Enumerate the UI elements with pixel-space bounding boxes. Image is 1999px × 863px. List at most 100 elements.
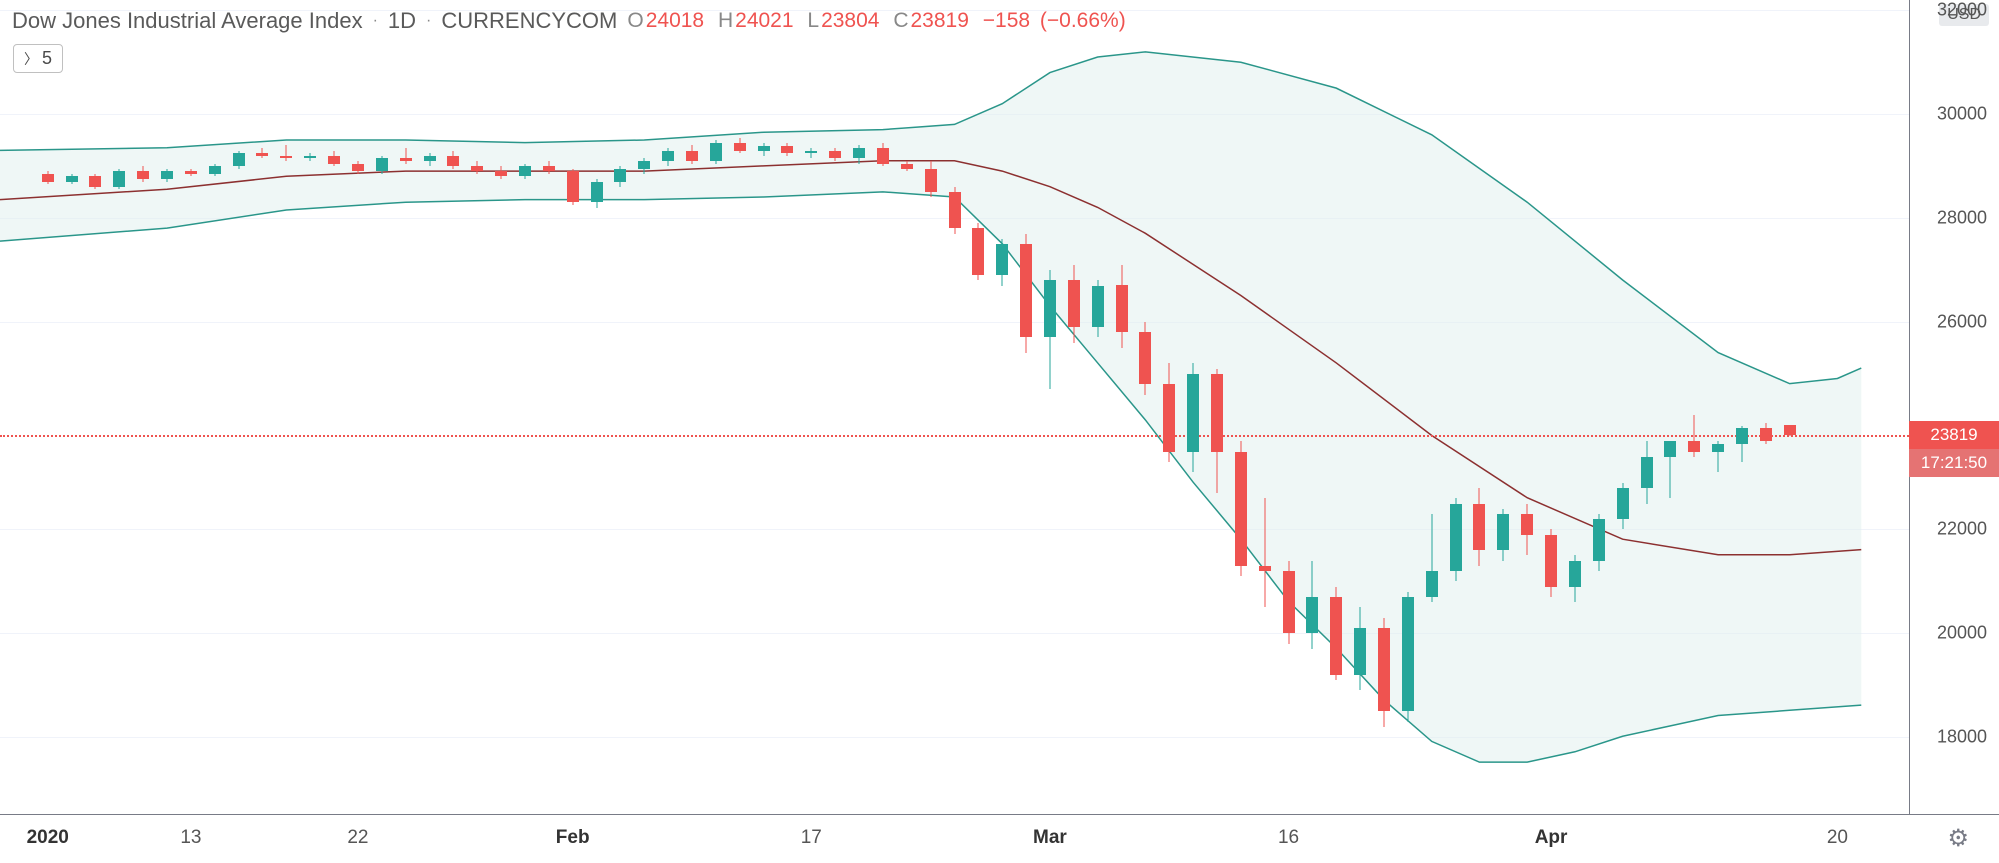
candle xyxy=(686,145,698,163)
candle xyxy=(925,161,937,197)
candle xyxy=(1020,234,1032,353)
x-axis-tick-label: Feb xyxy=(556,827,590,849)
candle xyxy=(996,239,1008,286)
y-axis-tick-label: 22000 xyxy=(1937,519,1987,540)
candle xyxy=(1092,280,1104,337)
gear-icon[interactable]: ⚙ xyxy=(1947,824,1969,853)
candle xyxy=(1688,415,1700,457)
candle xyxy=(328,151,340,167)
candle xyxy=(113,169,125,190)
candle xyxy=(1259,498,1271,607)
y-axis-tick-label: 32000 xyxy=(1937,0,1987,21)
candle xyxy=(1473,488,1485,566)
candle xyxy=(1569,555,1581,602)
candle xyxy=(1306,561,1318,649)
candle xyxy=(447,151,459,169)
separator-dot: · xyxy=(426,12,431,30)
x-axis-tick-label: Apr xyxy=(1535,827,1568,849)
x-axis-tick-label: 16 xyxy=(1278,827,1299,849)
candle xyxy=(1450,498,1462,581)
candle xyxy=(1163,363,1175,462)
candle xyxy=(949,187,961,234)
candle xyxy=(1521,504,1533,556)
candle xyxy=(424,153,436,166)
candle xyxy=(662,148,674,166)
y-axis-tick-label: 20000 xyxy=(1937,623,1987,644)
x-axis-tick-label: 20 xyxy=(1827,827,1848,849)
candle xyxy=(137,166,149,182)
candle xyxy=(1187,363,1199,472)
current-price-badge: 23819 xyxy=(1909,421,1999,449)
candle xyxy=(1139,322,1151,395)
candle xyxy=(519,164,531,180)
x-axis-tick-label: 17 xyxy=(801,827,822,849)
chart-header: Dow Jones Industrial Average Index · 1D … xyxy=(12,8,1126,34)
price-axis[interactable]: USD 180002000022000260002800030000320002… xyxy=(1909,0,1999,815)
candle xyxy=(89,174,101,190)
candle xyxy=(829,148,841,161)
candle xyxy=(1712,441,1724,472)
candle xyxy=(591,179,603,208)
y-axis-tick-label: 18000 xyxy=(1937,727,1987,748)
y-axis-tick-label: 26000 xyxy=(1937,311,1987,332)
candle xyxy=(972,223,984,280)
candle xyxy=(1593,514,1605,571)
candle xyxy=(1760,423,1772,444)
candle xyxy=(400,148,412,164)
candle xyxy=(185,169,197,177)
candle xyxy=(1497,509,1509,561)
y-axis-tick-label: 28000 xyxy=(1937,208,1987,229)
candle xyxy=(42,171,54,184)
candle xyxy=(1426,514,1438,602)
chart-container: Dow Jones Industrial Average Index · 1D … xyxy=(0,0,1999,863)
candle xyxy=(1402,592,1414,722)
candle xyxy=(1378,618,1390,727)
y-axis-tick-label: 30000 xyxy=(1937,104,1987,125)
candle xyxy=(1330,587,1342,680)
candle xyxy=(1044,270,1056,389)
candle xyxy=(567,169,579,205)
candle xyxy=(233,151,245,169)
candle xyxy=(1617,483,1629,530)
candle xyxy=(1068,265,1080,343)
candle xyxy=(877,143,889,166)
candle xyxy=(805,148,817,158)
candle xyxy=(1211,369,1223,494)
candle xyxy=(209,164,221,177)
bollinger-bands-overlay xyxy=(0,0,1909,814)
expand-indicators-button[interactable]: 〉 5 xyxy=(13,44,63,73)
candle xyxy=(901,161,913,171)
candle xyxy=(471,161,483,174)
x-axis-tick-label: Mar xyxy=(1033,827,1067,849)
chart-plot-area[interactable] xyxy=(0,0,1909,815)
indicator-count: 5 xyxy=(42,48,52,69)
x-axis-tick-label: 2020 xyxy=(27,827,69,849)
candle xyxy=(734,138,746,154)
countdown-timer-badge: 17:21:50 xyxy=(1909,449,1999,477)
candle xyxy=(853,145,865,163)
candle xyxy=(1641,441,1653,503)
candle xyxy=(1664,452,1676,499)
ohlc-display: O24018 H24021 L23804 C23819 −158 (−0.66%… xyxy=(627,9,1125,33)
current-price-line xyxy=(0,435,1909,437)
candle xyxy=(352,161,364,174)
candle xyxy=(1784,425,1796,436)
candle xyxy=(161,169,173,182)
candle xyxy=(614,166,626,187)
candle xyxy=(710,140,722,163)
candle xyxy=(376,156,388,174)
candle xyxy=(1116,265,1128,348)
candle xyxy=(543,161,555,174)
candle xyxy=(256,148,268,158)
x-axis-tick-label: 13 xyxy=(180,827,201,849)
candle xyxy=(66,174,78,184)
candle xyxy=(1235,441,1247,576)
separator-dot: · xyxy=(373,12,378,30)
candle xyxy=(781,143,793,156)
candle xyxy=(495,166,507,179)
candle xyxy=(638,158,650,174)
candle xyxy=(304,153,316,161)
instrument-title: Dow Jones Industrial Average Index xyxy=(12,8,363,34)
chevron-right-icon: 〉 xyxy=(24,49,38,69)
time-axis[interactable]: 20201322Feb17Mar16Apr20 xyxy=(0,815,1909,863)
